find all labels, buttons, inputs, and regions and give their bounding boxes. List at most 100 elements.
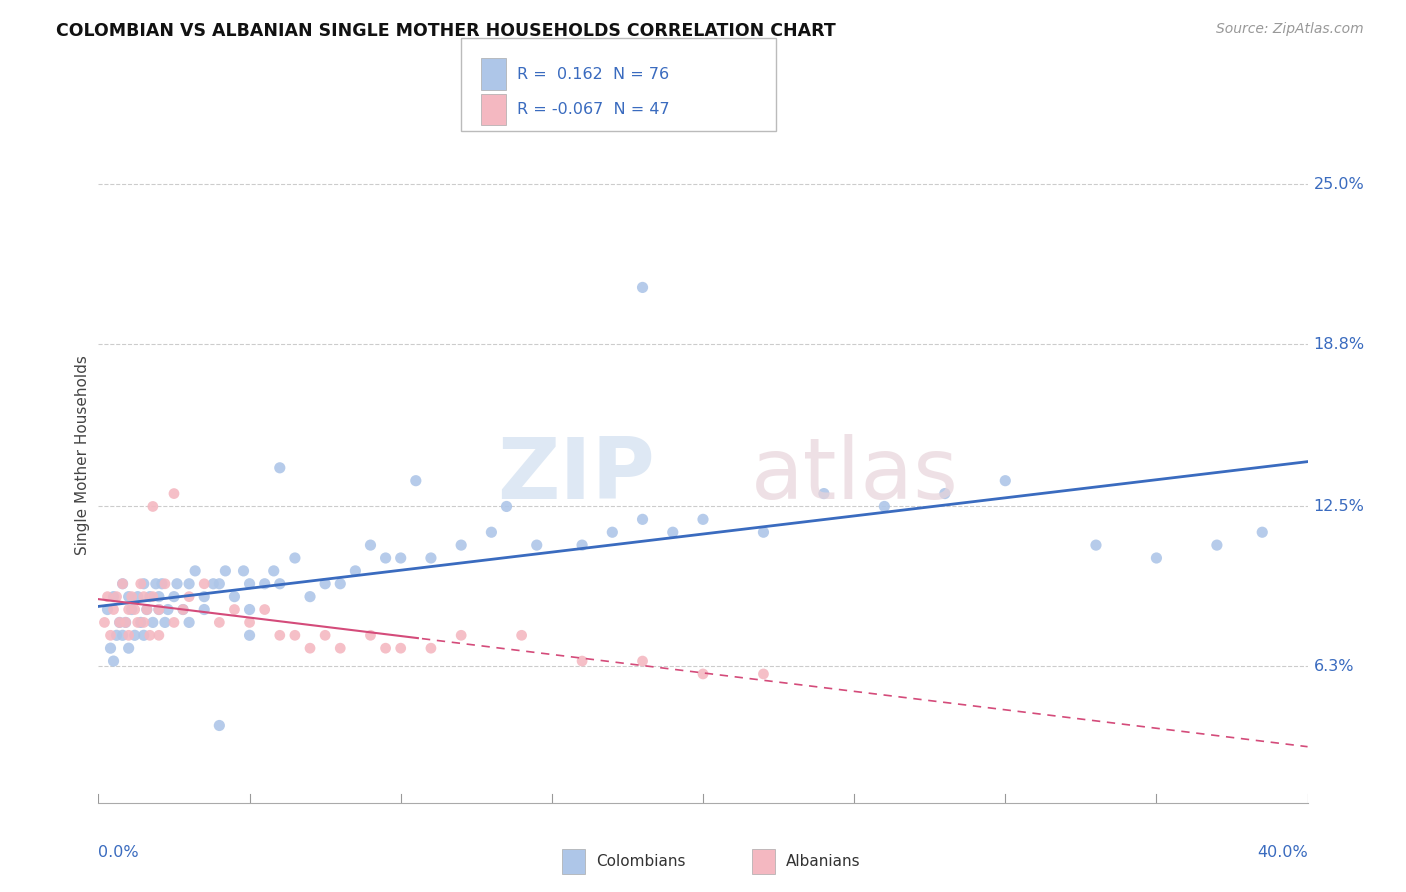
Point — [163, 615, 186, 630]
Point — [314, 576, 336, 591]
Text: Source: ZipAtlas.com: Source: ZipAtlas.com — [1216, 22, 1364, 37]
Point — [752, 525, 775, 540]
Point — [156, 602, 179, 616]
Point — [135, 602, 157, 616]
Text: Albanians: Albanians — [786, 855, 860, 869]
Point — [111, 576, 134, 591]
Point — [224, 602, 246, 616]
Point — [142, 590, 165, 604]
Point — [510, 628, 533, 642]
Point — [193, 602, 215, 616]
Point — [389, 551, 412, 566]
Point — [360, 628, 382, 642]
Point — [420, 641, 443, 656]
Y-axis label: Single Mother Households: Single Mother Households — [75, 355, 90, 555]
Point — [661, 525, 683, 540]
Point — [150, 576, 173, 591]
Point — [232, 564, 254, 578]
Point — [108, 615, 131, 630]
Point — [813, 486, 835, 500]
Point — [631, 512, 654, 526]
Point — [105, 590, 128, 604]
Point — [1251, 525, 1274, 540]
Point — [100, 641, 122, 656]
Point — [145, 576, 167, 591]
Point — [631, 654, 654, 668]
Point — [1085, 538, 1108, 552]
Point — [121, 590, 143, 604]
Point — [118, 602, 141, 616]
Point — [1206, 538, 1229, 552]
Point — [239, 628, 262, 642]
Point — [208, 718, 231, 732]
Point — [571, 654, 593, 668]
Point — [163, 590, 186, 604]
Point — [934, 486, 956, 500]
Point — [163, 486, 186, 500]
Point — [129, 615, 152, 630]
Point — [284, 551, 307, 566]
Point — [631, 280, 654, 294]
Point — [135, 602, 157, 616]
Point — [329, 576, 352, 591]
Point — [374, 551, 396, 566]
Point — [132, 628, 155, 642]
Point — [269, 460, 291, 475]
Point — [269, 576, 291, 591]
Point — [253, 602, 276, 616]
Point — [224, 590, 246, 604]
Text: 6.3%: 6.3% — [1313, 658, 1354, 673]
Point — [269, 628, 291, 642]
Point — [118, 628, 141, 642]
Point — [360, 538, 382, 552]
Point — [103, 590, 125, 604]
Point — [692, 667, 714, 681]
Point — [96, 602, 118, 616]
Point — [124, 628, 146, 642]
Point — [127, 590, 149, 604]
Point — [121, 602, 143, 616]
Point — [124, 602, 146, 616]
Point — [148, 602, 170, 616]
Point — [193, 590, 215, 604]
Point — [420, 551, 443, 566]
Text: R = -0.067  N = 47: R = -0.067 N = 47 — [517, 103, 671, 117]
Text: atlas: atlas — [751, 434, 959, 517]
Point — [103, 602, 125, 616]
Point — [344, 564, 367, 578]
Point — [153, 615, 176, 630]
Point — [208, 615, 231, 630]
Point — [239, 615, 262, 630]
Point — [450, 628, 472, 642]
Point — [100, 628, 122, 642]
Point — [481, 525, 503, 540]
Point — [93, 615, 115, 630]
Point — [526, 538, 548, 552]
Point — [153, 576, 176, 591]
Text: Colombians: Colombians — [596, 855, 686, 869]
Text: COLOMBIAN VS ALBANIAN SINGLE MOTHER HOUSEHOLDS CORRELATION CHART: COLOMBIAN VS ALBANIAN SINGLE MOTHER HOUS… — [56, 22, 837, 40]
Text: 12.5%: 12.5% — [1313, 499, 1364, 514]
Text: 40.0%: 40.0% — [1257, 845, 1308, 860]
Point — [108, 615, 131, 630]
Point — [1144, 551, 1167, 566]
Point — [111, 628, 134, 642]
Point — [103, 654, 125, 668]
Point — [994, 474, 1017, 488]
Point — [172, 602, 194, 616]
Point — [132, 576, 155, 591]
Point — [873, 500, 896, 514]
Point — [263, 564, 285, 578]
Point — [127, 615, 149, 630]
Point — [96, 590, 118, 604]
Point — [142, 615, 165, 630]
Point — [139, 590, 162, 604]
Point — [111, 576, 134, 591]
Point — [118, 641, 141, 656]
Point — [114, 615, 136, 630]
Point — [193, 576, 215, 591]
Point — [208, 576, 231, 591]
Point — [179, 615, 201, 630]
Point — [284, 628, 307, 642]
Point — [752, 667, 775, 681]
